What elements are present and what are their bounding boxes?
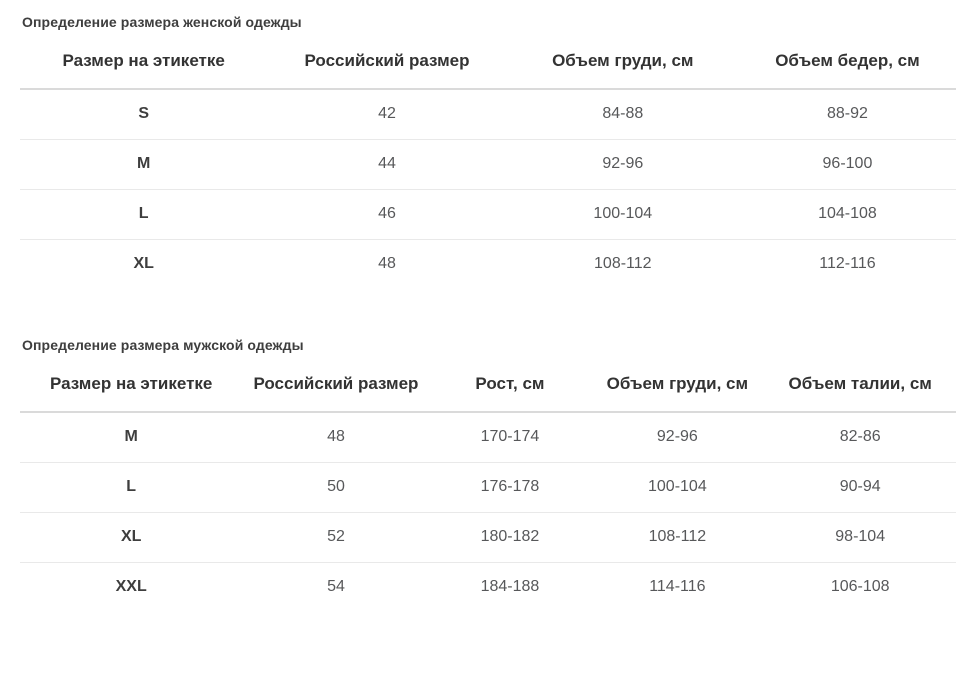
size-label-cell: XL [20,512,243,563]
table-row: S 42 84-88 88-92 [20,89,956,140]
value-cell: 184-188 [480,578,540,595]
value-cell: 42 [267,89,507,140]
value-cell: 180-182 [429,512,591,563]
size-label-cell: L [20,462,243,513]
women-size-table: Размер на этикетке Российский размер Объем… [20,38,956,289]
value-cell: 112-116 [819,255,876,272]
size-label-cell: M [20,412,243,463]
table-row: M 48 170-174 92-96 82-86 [20,412,956,463]
value-cell: 50 [242,462,430,513]
men-size-section-title: Определение размера мужской одежды [22,337,304,353]
table-header-row: Размер на этикетке Российский размер Объем… [20,38,956,90]
women-size-section-title: Определение размера женской одежды [22,14,302,30]
value-cell: 108-112 [590,512,765,563]
value-cell: 106-108 [830,578,890,595]
table-row: XL 52 180-182 108-112 98-104 [20,512,956,563]
value-cell: 170-174 [429,412,591,463]
column-header: Объем груди, см [590,361,765,413]
value-cell: 92-96 [590,412,765,463]
column-header: Российский размер [242,361,430,413]
column-header: Объем груди, см [506,38,739,90]
column-header: Размер на этикетке [20,361,243,413]
value-cell: 46 [267,189,507,240]
value-cell: 176-178 [429,462,591,513]
column-header: Объем талии, см [764,361,956,413]
column-header: Объем бедер, см [738,38,956,90]
size-label-cell: M [20,139,268,190]
value-cell: 52 [242,512,430,563]
table-header-row: Размер на этикетке Российский размер Рост,… [20,361,956,413]
value-cell: 108-112 [594,255,652,272]
value-cell: 82-86 [764,412,956,463]
value-cell: 100-104 [506,189,739,240]
women-size-section: Определение размера женской одежды Разме… [20,14,956,289]
men-size-table: Размер на этикетке Российский размер Рост,… [20,361,956,612]
table-row: XXL 54 184-188 114-116 106-108 [20,563,956,613]
value-cell: 48 [378,255,396,272]
value-cell: 84-88 [506,89,739,140]
value-cell: 88-92 [738,89,956,140]
value-cell: 54 [327,578,345,595]
value-cell: 90-94 [764,462,956,513]
column-header: Размер на этикетке [20,38,268,90]
size-label-cell: XXL [115,578,147,595]
size-label-cell: L [20,189,268,240]
men-size-section: Определение размера мужской одежды Разме… [20,337,956,612]
column-header: Российский размер [267,38,507,90]
table-row: M 44 92-96 96-100 [20,139,956,190]
size-label-cell: XL [133,255,154,272]
value-cell: 104-108 [738,189,956,240]
table-row: L 46 100-104 104-108 [20,189,956,240]
size-label-cell: S [20,89,268,140]
value-cell: 98-104 [764,512,956,563]
column-header: Рост, см [429,361,591,413]
value-cell: 114-116 [649,578,706,595]
table-row: XL 48 108-112 112-116 [20,240,956,290]
table-row: L 50 176-178 100-104 90-94 [20,462,956,513]
value-cell: 100-104 [590,462,765,513]
value-cell: 92-96 [506,139,739,190]
value-cell: 44 [267,139,507,190]
value-cell: 48 [242,412,430,463]
value-cell: 96-100 [738,139,956,190]
